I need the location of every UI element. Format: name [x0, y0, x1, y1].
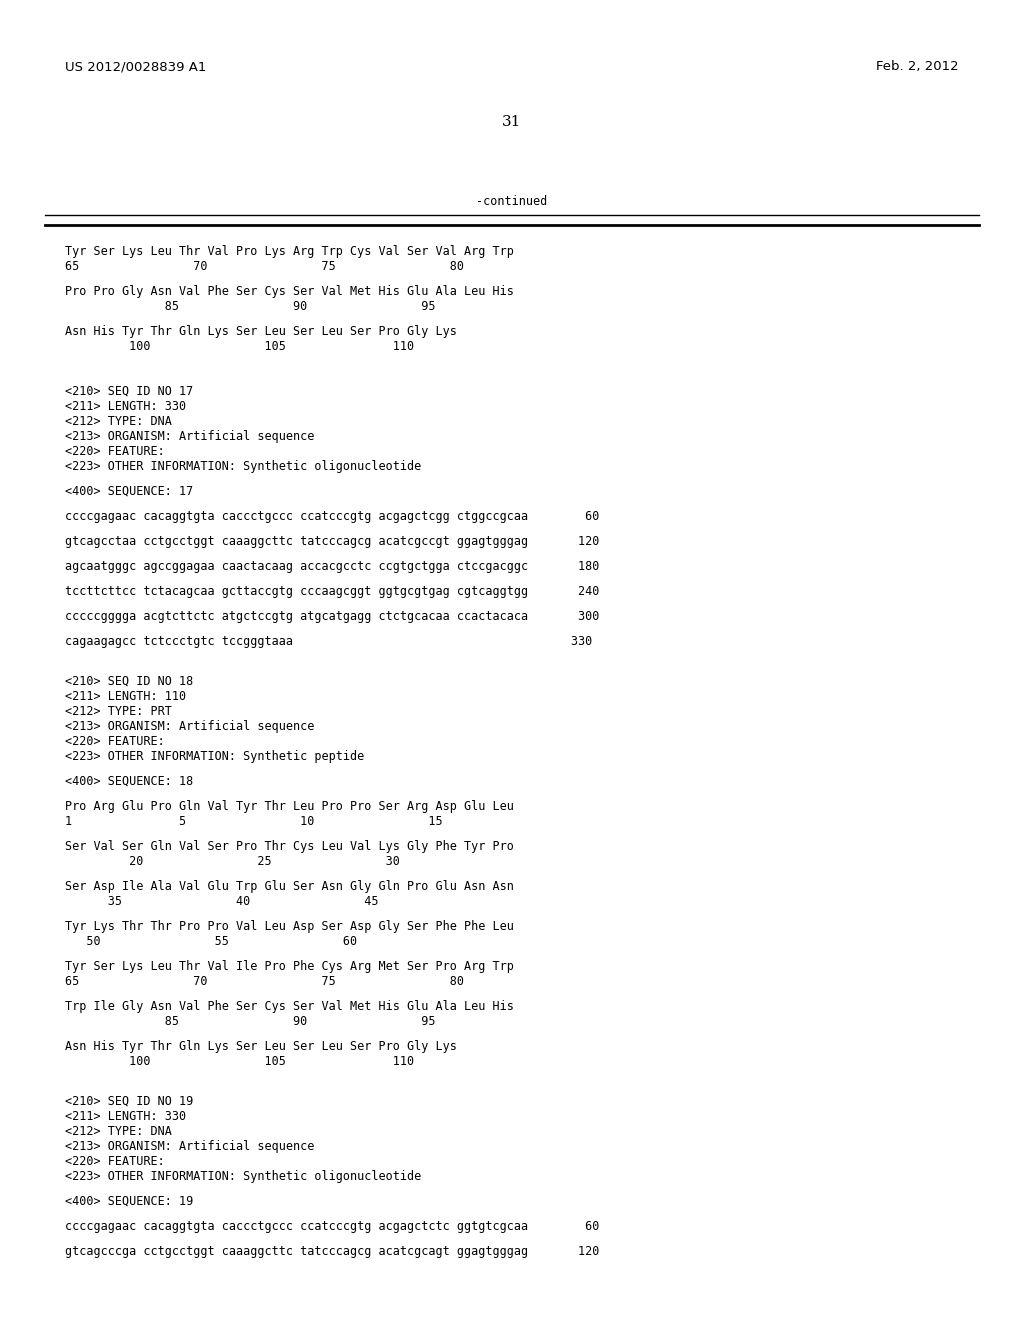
Text: agcaatgggc agccggagaa caactacaag accacgcctc ccgtgctgga ctccgacggc       180: agcaatgggc agccggagaa caactacaag accacgc… [65, 560, 599, 573]
Text: 100                105               110: 100 105 110 [65, 341, 414, 352]
Text: <400> SEQUENCE: 19: <400> SEQUENCE: 19 [65, 1195, 194, 1208]
Text: <223> OTHER INFORMATION: Synthetic oligonucleotide: <223> OTHER INFORMATION: Synthetic oligo… [65, 1170, 421, 1183]
Text: <211> LENGTH: 330: <211> LENGTH: 330 [65, 400, 186, 413]
Text: 20                25                30: 20 25 30 [65, 855, 400, 869]
Text: <211> LENGTH: 330: <211> LENGTH: 330 [65, 1110, 186, 1123]
Text: <212> TYPE: DNA: <212> TYPE: DNA [65, 414, 172, 428]
Text: 1               5                10                15: 1 5 10 15 [65, 814, 442, 828]
Text: Pro Arg Glu Pro Gln Val Tyr Thr Leu Pro Pro Ser Arg Asp Glu Leu: Pro Arg Glu Pro Gln Val Tyr Thr Leu Pro … [65, 800, 514, 813]
Text: <213> ORGANISM: Artificial sequence: <213> ORGANISM: Artificial sequence [65, 719, 314, 733]
Text: <213> ORGANISM: Artificial sequence: <213> ORGANISM: Artificial sequence [65, 1140, 314, 1152]
Text: Feb. 2, 2012: Feb. 2, 2012 [877, 59, 959, 73]
Text: <210> SEQ ID NO 18: <210> SEQ ID NO 18 [65, 675, 194, 688]
Text: <220> FEATURE:: <220> FEATURE: [65, 735, 165, 748]
Text: 85                90                95: 85 90 95 [65, 300, 435, 313]
Text: Ser Asp Ile Ala Val Glu Trp Glu Ser Asn Gly Gln Pro Glu Asn Asn: Ser Asp Ile Ala Val Glu Trp Glu Ser Asn … [65, 880, 514, 894]
Text: Asn His Tyr Thr Gln Lys Ser Leu Ser Leu Ser Pro Gly Lys: Asn His Tyr Thr Gln Lys Ser Leu Ser Leu … [65, 1040, 457, 1053]
Text: 65                70                75                80: 65 70 75 80 [65, 260, 464, 273]
Text: gtcagcctaa cctgcctggt caaaggcttc tatcccagcg acatcgccgt ggagtgggag       120: gtcagcctaa cctgcctggt caaaggcttc tatccca… [65, 535, 599, 548]
Text: <212> TYPE: DNA: <212> TYPE: DNA [65, 1125, 172, 1138]
Text: Tyr Ser Lys Leu Thr Val Ile Pro Phe Cys Arg Met Ser Pro Arg Trp: Tyr Ser Lys Leu Thr Val Ile Pro Phe Cys … [65, 960, 514, 973]
Text: cagaagagcc tctccctgtc tccgggtaaa                                       330: cagaagagcc tctccctgtc tccgggtaaa 330 [65, 635, 592, 648]
Text: 65                70                75                80: 65 70 75 80 [65, 975, 464, 987]
Text: <223> OTHER INFORMATION: Synthetic peptide: <223> OTHER INFORMATION: Synthetic pepti… [65, 750, 365, 763]
Text: 31: 31 [503, 115, 521, 129]
Text: 35                40                45: 35 40 45 [65, 895, 379, 908]
Text: US 2012/0028839 A1: US 2012/0028839 A1 [65, 59, 207, 73]
Text: 85                90                95: 85 90 95 [65, 1015, 435, 1028]
Text: Pro Pro Gly Asn Val Phe Ser Cys Ser Val Met His Glu Ala Leu His: Pro Pro Gly Asn Val Phe Ser Cys Ser Val … [65, 285, 514, 298]
Text: -continued: -continued [476, 195, 548, 209]
Text: cccccgggga acgtcttctc atgctccgtg atgcatgagg ctctgcacaa ccactacaca       300: cccccgggga acgtcttctc atgctccgtg atgcatg… [65, 610, 599, 623]
Text: Trp Ile Gly Asn Val Phe Ser Cys Ser Val Met His Glu Ala Leu His: Trp Ile Gly Asn Val Phe Ser Cys Ser Val … [65, 1001, 514, 1012]
Text: 100                105               110: 100 105 110 [65, 1055, 414, 1068]
Text: 50                55                60: 50 55 60 [65, 935, 357, 948]
Text: gtcagcccga cctgcctggt caaaggcttc tatcccagcg acatcgcagt ggagtgggag       120: gtcagcccga cctgcctggt caaaggcttc tatccca… [65, 1245, 599, 1258]
Text: Tyr Lys Thr Thr Pro Pro Val Leu Asp Ser Asp Gly Ser Phe Phe Leu: Tyr Lys Thr Thr Pro Pro Val Leu Asp Ser … [65, 920, 514, 933]
Text: <220> FEATURE:: <220> FEATURE: [65, 1155, 165, 1168]
Text: <220> FEATURE:: <220> FEATURE: [65, 445, 165, 458]
Text: Asn His Tyr Thr Gln Lys Ser Leu Ser Leu Ser Pro Gly Lys: Asn His Tyr Thr Gln Lys Ser Leu Ser Leu … [65, 325, 457, 338]
Text: <213> ORGANISM: Artificial sequence: <213> ORGANISM: Artificial sequence [65, 430, 314, 444]
Text: tccttcttcc tctacagcaa gcttaccgtg cccaagcggt ggtgcgtgag cgtcaggtgg       240: tccttcttcc tctacagcaa gcttaccgtg cccaagc… [65, 585, 599, 598]
Text: ccccgagaac cacaggtgta caccctgccc ccatcccgtg acgagctcgg ctggccgcaa        60: ccccgagaac cacaggtgta caccctgccc ccatccc… [65, 510, 599, 523]
Text: ccccgagaac cacaggtgta caccctgccc ccatcccgtg acgagctctc ggtgtcgcaa        60: ccccgagaac cacaggtgta caccctgccc ccatccc… [65, 1220, 599, 1233]
Text: <400> SEQUENCE: 18: <400> SEQUENCE: 18 [65, 775, 194, 788]
Text: <211> LENGTH: 110: <211> LENGTH: 110 [65, 690, 186, 704]
Text: <210> SEQ ID NO 19: <210> SEQ ID NO 19 [65, 1096, 194, 1107]
Text: <210> SEQ ID NO 17: <210> SEQ ID NO 17 [65, 385, 194, 399]
Text: <223> OTHER INFORMATION: Synthetic oligonucleotide: <223> OTHER INFORMATION: Synthetic oligo… [65, 459, 421, 473]
Text: Ser Val Ser Gln Val Ser Pro Thr Cys Leu Val Lys Gly Phe Tyr Pro: Ser Val Ser Gln Val Ser Pro Thr Cys Leu … [65, 840, 514, 853]
Text: <400> SEQUENCE: 17: <400> SEQUENCE: 17 [65, 484, 194, 498]
Text: <212> TYPE: PRT: <212> TYPE: PRT [65, 705, 172, 718]
Text: Tyr Ser Lys Leu Thr Val Pro Lys Arg Trp Cys Val Ser Val Arg Trp: Tyr Ser Lys Leu Thr Val Pro Lys Arg Trp … [65, 246, 514, 257]
